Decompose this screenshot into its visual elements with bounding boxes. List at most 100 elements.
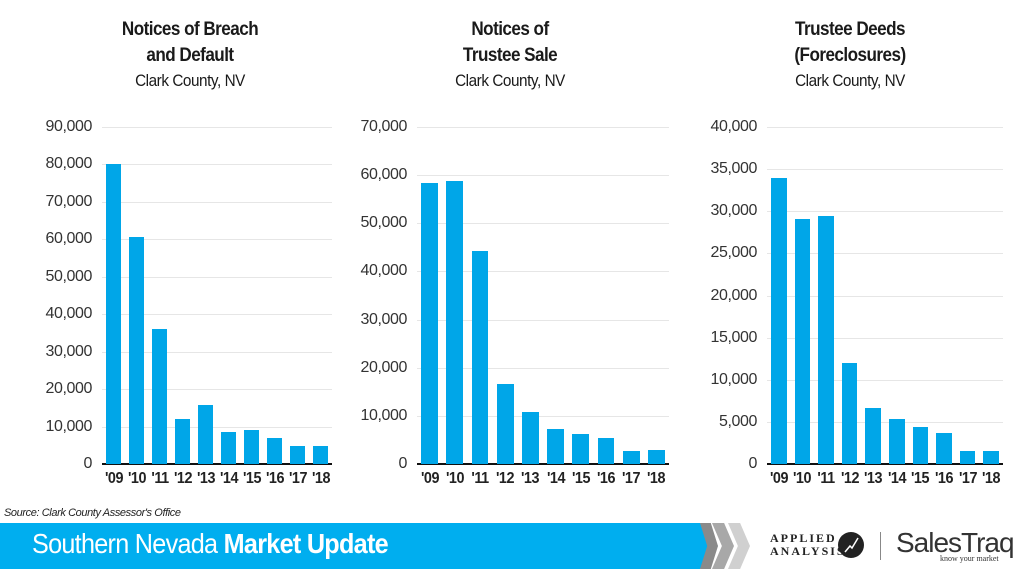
bar-13 [522,412,539,464]
y-tick-label: 5,000 [718,412,757,430]
x-tick-label: '09 [420,470,440,487]
gridline [102,201,332,203]
chart-title-line1: Notices of [471,19,549,40]
gridline [767,127,1003,128]
x-axis-line [417,463,669,465]
x-tick-label: '13 [521,470,540,487]
bar-10 [446,180,464,464]
y-tick-label: 40,000 [710,118,757,135]
gridline [417,415,669,417]
bar-13 [197,404,214,464]
x-tick-label: '16 [265,470,284,487]
gridline [767,421,1003,423]
y-tick-label: 70,000 [45,192,92,210]
salestraq-tagline: know your market [940,554,999,563]
bar-16 [597,438,615,464]
y-tick-label: 15,000 [710,328,757,346]
bar-15 [912,426,929,464]
gridline [767,253,1003,255]
y-tick-label: 0 [748,455,758,472]
y-tick-label: 10,000 [360,406,407,424]
y-tick-label: 30,000 [710,202,757,220]
chart-title-line1: Trustee Deeds [795,19,905,40]
bar-15 [572,434,590,464]
x-tick-label: '14 [887,470,907,487]
plot-area: 0 10,000 20,000 30,000 40,000 50,000 60,000 70,… [45,118,332,487]
x-tick-label: '16 [596,470,616,487]
applied-analysis-chart-icon [838,532,864,558]
bar-09 [421,182,438,464]
y-tick-label: 20,000 [45,380,92,398]
bar-12 [496,384,514,464]
x-tick-label: '12 [496,470,515,487]
banner-title-bold: Market Update [223,528,389,559]
x-tick-label: '14 [219,470,238,487]
bar-14 [547,428,564,464]
salestraq-logo: SalesTraq [896,527,1015,558]
chart-title-line2: and Default [146,45,234,66]
x-tick-label: '18 [311,470,330,487]
gridline [417,367,669,369]
y-tick-label: 35,000 [710,160,757,178]
bar-11 [818,216,834,464]
y-tick-label: 40,000 [360,262,407,280]
chart-title-line2: Trustee Sale [462,45,558,66]
x-tick-label: '18 [982,470,1001,487]
y-tick-label: 0 [398,455,408,472]
gridline [417,175,669,177]
bar-13 [865,407,881,464]
bar-18 [312,446,329,464]
y-tick-label: 0 [83,455,93,472]
y-tick-label: 90,000 [45,118,92,135]
gridline [417,271,669,273]
x-tick-label: '09 [104,470,123,487]
gridline [102,351,332,353]
x-axis-line [102,463,332,465]
bar-16 [266,438,283,464]
x-tick-label: '17 [622,470,641,487]
gridline [102,127,332,128]
logo-divider [880,532,881,560]
chart-subtitle: Clark County, NV [455,71,565,90]
x-tick-label: '11 [817,470,835,487]
chart-subtitle: Clark County, NV [795,71,905,90]
chart-title-line1: Notices of Breach [121,19,259,40]
chart-title: Notices of Breach and Default [46,17,334,69]
y-tick-label: 30,000 [360,310,407,328]
y-tick-label: 50,000 [45,267,92,285]
x-tick-label: '09 [769,470,789,487]
gridline [102,314,332,316]
bar-12 [174,419,191,464]
y-tick-label: 10,000 [710,370,757,388]
bar-11 [151,328,168,464]
chart-title-line2: (Foreclosures) [794,45,906,66]
x-axis-line [767,463,1003,465]
gridline [767,337,1003,339]
bar-10 [128,236,145,464]
bar-18 [648,450,665,464]
bar-12 [841,362,858,464]
y-tick-label: 60,000 [360,166,407,184]
gridline [417,127,669,128]
chevron-band-3 [728,523,750,569]
bar-17 [959,450,976,464]
applied-analysis-line1: APPLIED [770,531,837,545]
banner-title-regular: Southern Nevada [32,528,224,559]
gridline [767,295,1003,297]
y-tick-label: 40,000 [45,305,92,323]
y-tick-label: 20,000 [360,358,407,376]
bar-09 [105,164,122,464]
bar-15 [243,429,260,464]
chevron-band-1 [700,523,718,569]
gridline [102,389,332,391]
y-tick-label: 60,000 [45,230,92,248]
chevron-band-2 [712,523,734,569]
plot-area: 0 5,000 10,000 15,000 20,000 25,000 30,000 35,0… [710,118,1003,487]
gridline [767,211,1003,213]
gridline [102,276,332,278]
bar-11 [471,250,489,464]
gridline [102,426,332,428]
x-tick-label: '10 [445,470,465,487]
x-tick-label: '17 [288,470,307,487]
y-tick-label: 10,000 [45,417,92,435]
